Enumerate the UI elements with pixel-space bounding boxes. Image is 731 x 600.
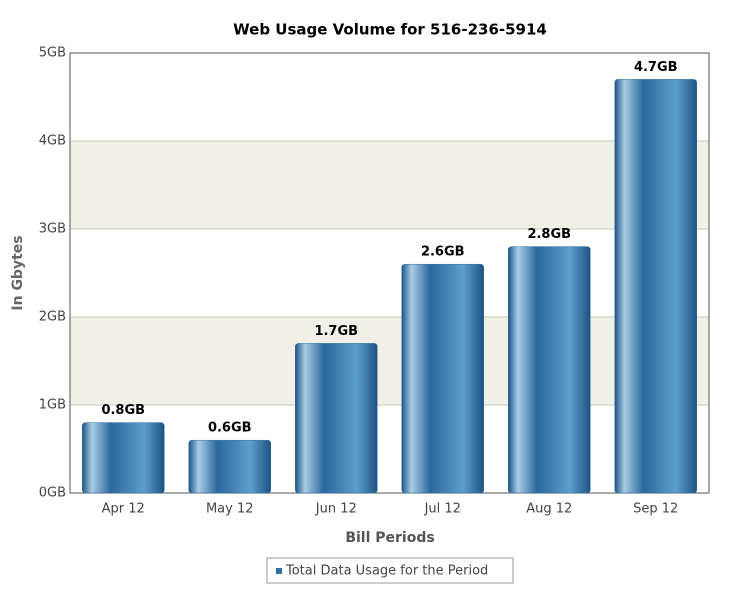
y-tick-label: 3GB <box>39 222 66 237</box>
bar <box>508 246 591 494</box>
y-tick-label: 0GB <box>39 486 66 501</box>
y-tick-label: 4GB <box>39 134 66 149</box>
y-tick-label: 2GB <box>39 310 66 325</box>
data-label: 2.6GB <box>421 245 465 260</box>
y-tick-label: 5GB <box>39 46 66 61</box>
bar <box>188 439 271 494</box>
legend-box <box>266 557 514 584</box>
y-axis-label: In Gbytes <box>10 235 26 310</box>
bar <box>614 79 697 494</box>
x-tick-label: Sep 12 <box>633 502 678 517</box>
data-label: 4.7GB <box>634 60 678 75</box>
y-tick-label: 1GB <box>39 398 66 413</box>
data-label: 0.8GB <box>101 403 145 418</box>
bar <box>295 343 378 494</box>
plot-bands <box>70 141 709 405</box>
plot-frame <box>69 52 710 494</box>
data-label: 1.7GB <box>314 324 358 339</box>
data-label: 0.6GB <box>208 421 252 436</box>
x-tick-label: Apr 12 <box>102 502 145 517</box>
chart-title: Web Usage Volume for 516-236-5914 <box>233 21 547 39</box>
x-tick-label: Jul 12 <box>424 502 461 517</box>
plot-band <box>70 317 709 405</box>
x-tick-label: Aug 12 <box>526 502 572 517</box>
x-tick-label: Jun 12 <box>315 502 357 517</box>
bar <box>401 263 484 494</box>
legend-swatch <box>276 568 282 574</box>
data-label: 2.8GB <box>527 227 571 242</box>
x-axis-label: Bill Periods <box>345 530 434 546</box>
legend-label: Total Data Usage for the Period <box>285 564 488 579</box>
x-tick-label: May 12 <box>206 502 254 517</box>
bar <box>82 422 165 494</box>
plot-band <box>70 141 709 229</box>
